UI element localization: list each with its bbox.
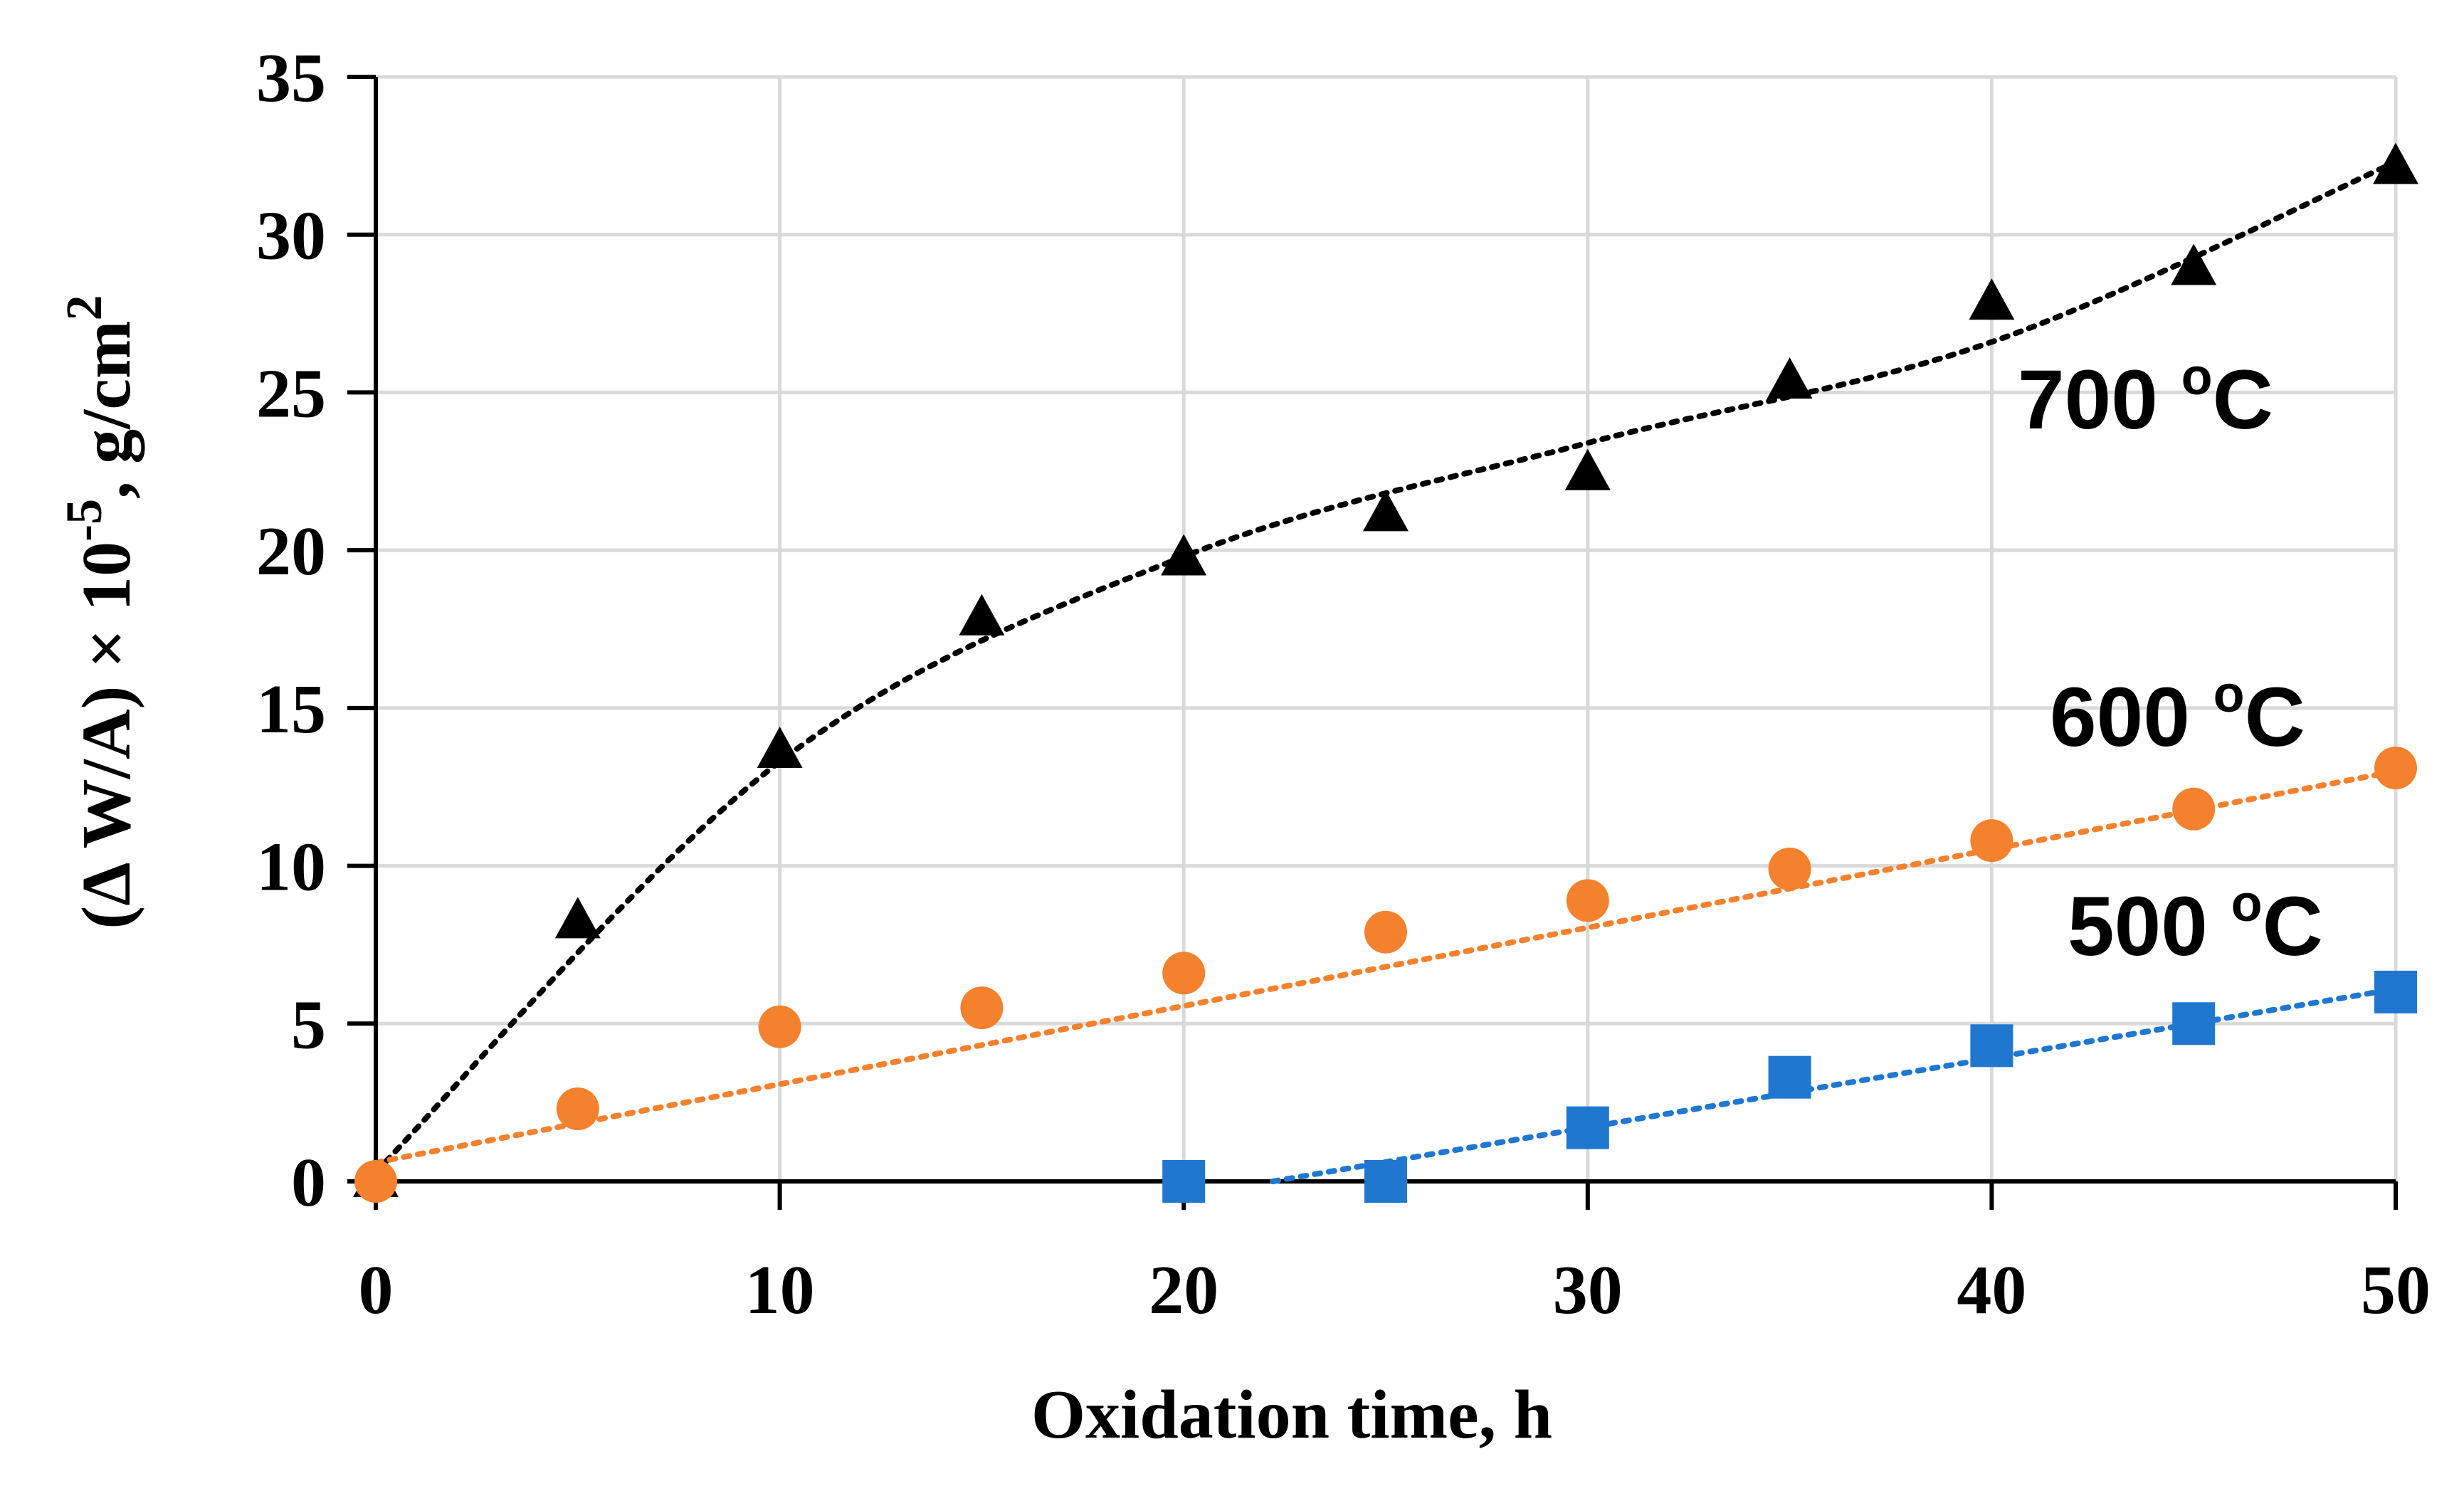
marker-series-1-point-5: [1364, 910, 1407, 954]
marker-series-2-point-2: [1566, 1106, 1609, 1149]
marker-series-2-point-0: [1162, 1160, 1206, 1203]
marker-series-1-point-0: [354, 1160, 397, 1203]
series-label-700-main: 700: [2018, 353, 2181, 447]
series-label-700: 700 oC: [2018, 349, 2273, 447]
y-tick-label-15: 15: [256, 671, 326, 748]
marker-series-2-point-1: [1364, 1160, 1407, 1203]
marker-series-2-point-6: [2374, 970, 2417, 1013]
y-tick-label-35: 35: [256, 40, 326, 117]
series-label-500: 500 oC: [2068, 875, 2323, 974]
marker-series-1-point-1: [556, 1087, 599, 1131]
marker-series-0-point-4: [1161, 534, 1207, 576]
series-label-700-tail: C: [2213, 353, 2273, 447]
y-axis-title-exp1: -5: [56, 499, 112, 542]
y-tick-label-20: 20: [256, 513, 326, 590]
x-tick-label-30: 30: [1553, 1252, 1623, 1329]
marker-series-2-point-5: [2172, 1002, 2216, 1045]
marker-series-1-point-2: [758, 1005, 801, 1048]
x-tick-label-40: 40: [1957, 1252, 2026, 1329]
marker-series-0-point-10: [2373, 142, 2418, 184]
marker-series-2-point-4: [1970, 1024, 2013, 1068]
y-tick-label-0: 0: [291, 1144, 326, 1221]
x-tick-label-10: 10: [745, 1252, 815, 1329]
series-label-500-sup: o: [2231, 875, 2263, 932]
x-tick-label-20: 20: [1149, 1252, 1218, 1329]
marker-series-0-point-1: [554, 897, 601, 939]
series-label-600-tail: C: [2245, 670, 2305, 764]
marker-series-2-point-3: [1768, 1055, 1811, 1099]
marker-series-1-point-4: [1162, 952, 1206, 995]
marker-series-1-point-10: [2374, 747, 2417, 790]
grid: [376, 75, 2398, 1181]
trendline-series-1: [373, 768, 2399, 1166]
marker-series-0-point-6: [1564, 448, 1611, 490]
series-label-600-sup: o: [2213, 666, 2245, 723]
marker-series-0-point-7: [1767, 357, 1813, 399]
series-label-700-sup: o: [2181, 349, 2213, 406]
y-axis-title: (Δ W/A) × 10-5, g/cm2: [56, 295, 145, 929]
y-axis-title-prefix: (Δ W/A) × 10: [68, 542, 145, 929]
marker-series-0-point-2: [757, 726, 803, 768]
marker-series-0-point-3: [959, 594, 1005, 636]
series-label-600: 600 oC: [2050, 666, 2305, 764]
marker-series-1-point-6: [1566, 879, 1609, 922]
x-tick-label-0: 0: [359, 1252, 394, 1329]
trendlines: [373, 159, 2399, 1184]
series-label-500-main: 500: [2068, 880, 2231, 974]
y-axis-title-mid: , g/cm: [68, 321, 145, 499]
marker-series-0-point-9: [2171, 243, 2217, 285]
data-markers: [353, 142, 2418, 1203]
x-axis-title: Oxidation time, h: [1031, 1376, 1552, 1453]
marker-series-1-point-7: [1768, 848, 1811, 891]
y-tick-label-5: 5: [291, 986, 326, 1063]
trendline-series-2: [1270, 986, 2399, 1184]
marker-series-0-point-8: [1969, 278, 2015, 320]
tick-labels: 0 5 10 15 20 25 30 35 0 10 20 30 40 50: [256, 40, 2431, 1329]
marker-series-0-point-5: [1363, 490, 1409, 532]
marker-series-1-point-9: [2172, 787, 2216, 831]
y-axis-title-exp2: 2: [56, 295, 112, 321]
marker-series-1-point-3: [960, 986, 1004, 1030]
series-label-500-tail: C: [2263, 880, 2323, 974]
series-label-600-main: 600: [2050, 670, 2213, 764]
y-tick-label-25: 25: [256, 355, 326, 432]
marker-series-1-point-8: [1970, 819, 2013, 863]
trendline-series-0: [373, 159, 2399, 1175]
y-tick-label-30: 30: [256, 198, 326, 275]
y-tick-label-10: 10: [256, 829, 326, 906]
x-tick-label-50: 50: [2361, 1252, 2431, 1329]
